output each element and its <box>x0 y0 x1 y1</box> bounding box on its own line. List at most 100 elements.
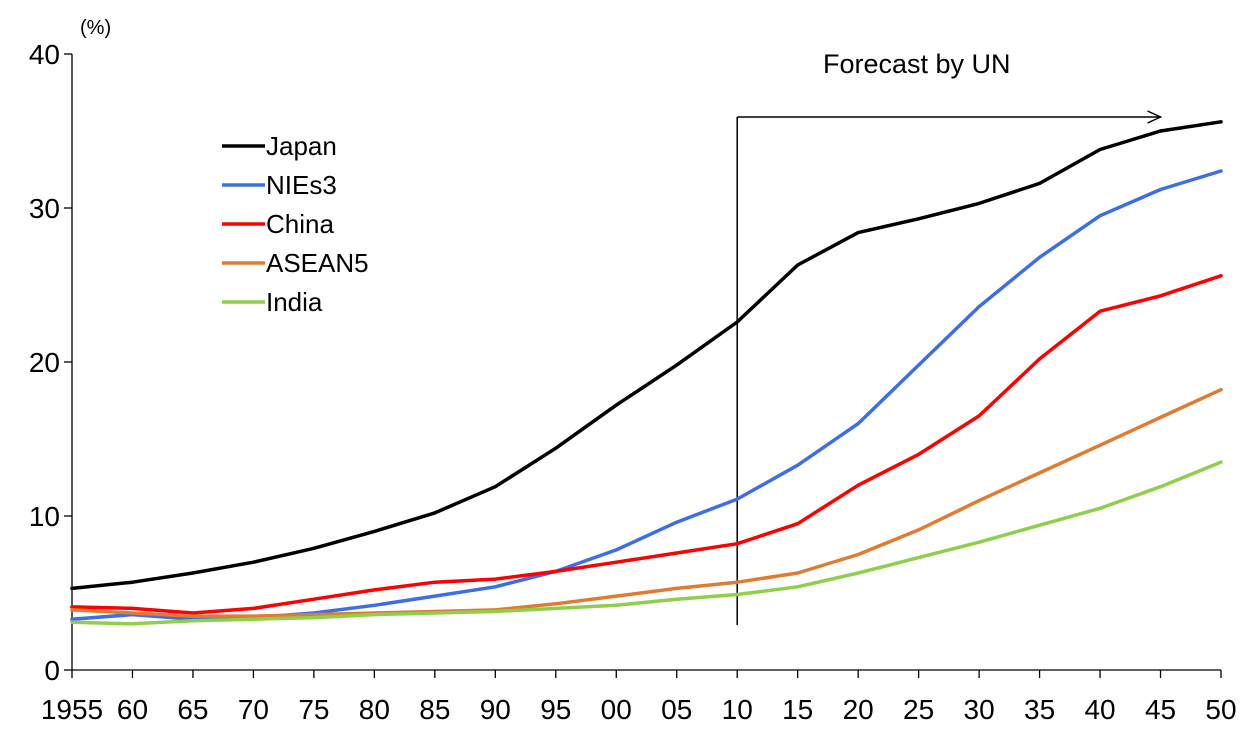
data-point-china <box>977 414 981 418</box>
data-point-japan <box>493 485 497 489</box>
data-point-china <box>1158 294 1163 298</box>
x-tick-label: 1955 <box>41 694 103 725</box>
data-point-china <box>191 611 195 615</box>
data-point-china <box>70 605 74 609</box>
data-point-china <box>130 606 135 611</box>
data-point-asean5 <box>1038 471 1042 475</box>
data-point-asean5 <box>796 571 800 575</box>
x-tick-label: 60 <box>117 694 148 725</box>
x-tick-label: 30 <box>964 694 995 725</box>
data-point-asean5 <box>251 614 255 618</box>
data-point-japan <box>251 560 255 564</box>
data-point-china <box>372 588 376 592</box>
data-point-india <box>554 606 558 611</box>
series-line-asean5 <box>70 387 1223 618</box>
data-point-asean5 <box>675 586 679 591</box>
data-point-japan <box>796 263 800 267</box>
data-point-nies3 <box>1098 214 1102 218</box>
data-point-asean5 <box>130 611 135 615</box>
data-point-nies3 <box>917 363 921 367</box>
data-point-asean5 <box>191 614 195 618</box>
x-tick-label: 05 <box>661 694 692 725</box>
x-tick-label: 90 <box>480 694 511 725</box>
data-point-asean5 <box>1219 388 1223 392</box>
y-tick-label: 20 <box>29 347 60 378</box>
data-point-nies3 <box>433 594 437 598</box>
data-point-japan <box>856 231 860 235</box>
data-point-japan <box>1038 181 1042 185</box>
data-point-india <box>70 620 74 624</box>
data-point-japan <box>735 320 739 324</box>
x-tick-label: 75 <box>298 694 329 725</box>
series-line-japan <box>70 120 1223 591</box>
y-tick-label: 40 <box>29 39 60 70</box>
data-point-asean5 <box>977 499 981 503</box>
data-point-india <box>796 585 800 589</box>
data-point-nies3 <box>977 305 981 309</box>
data-point-nies3 <box>614 548 618 552</box>
legend-label-nies3: NIEs3 <box>266 170 337 200</box>
data-point-india <box>977 540 981 544</box>
data-point-nies3 <box>1158 187 1163 192</box>
data-point-nies3 <box>1038 255 1042 259</box>
data-point-asean5 <box>735 580 739 584</box>
data-point-india <box>856 571 860 575</box>
data-point-japan <box>554 446 558 450</box>
data-point-japan <box>614 403 618 407</box>
x-tick-label: 00 <box>601 694 632 725</box>
data-point-india <box>191 619 195 623</box>
data-point-china <box>1098 309 1102 313</box>
forecast-annotation-label: Forecast by UN <box>823 49 1011 79</box>
data-point-india <box>614 603 618 607</box>
data-point-asean5 <box>614 594 618 598</box>
data-point-china <box>675 551 679 555</box>
data-point-japan <box>1098 147 1102 152</box>
data-point-japan <box>191 571 195 575</box>
y-tick-label: 30 <box>29 193 60 224</box>
x-tick-label: 70 <box>238 694 269 725</box>
data-point-nies3 <box>675 520 679 524</box>
x-tick-label: 35 <box>1024 694 1055 725</box>
data-point-india <box>1038 523 1042 527</box>
data-point-china <box>312 597 316 601</box>
data-point-india <box>1219 460 1223 464</box>
data-point-india <box>1158 485 1163 489</box>
data-point-asean5 <box>917 528 921 532</box>
y-tick-label: 10 <box>29 501 60 532</box>
data-point-asean5 <box>554 602 558 606</box>
data-point-japan <box>917 217 921 221</box>
legend-label-asean5: ASEAN5 <box>266 248 369 278</box>
data-point-india <box>251 617 255 621</box>
data-point-asean5 <box>1098 443 1102 447</box>
data-point-india <box>130 622 135 626</box>
data-point-asean5 <box>1158 415 1163 419</box>
x-tick-label: 45 <box>1145 694 1176 725</box>
data-point-japan <box>372 529 376 534</box>
data-point-asean5 <box>312 613 316 617</box>
data-point-nies3 <box>735 497 739 501</box>
x-tick-label: 25 <box>903 694 934 725</box>
data-point-asean5 <box>856 552 860 557</box>
data-point-india <box>493 609 497 614</box>
data-point-china <box>1219 274 1223 278</box>
y-unit-label: (%) <box>80 17 111 39</box>
data-point-nies3 <box>493 585 497 589</box>
data-point-china <box>735 542 739 546</box>
series-line-china <box>70 274 1223 615</box>
data-point-japan <box>312 546 316 550</box>
x-tick-label: 85 <box>419 694 450 725</box>
data-point-china <box>554 569 558 574</box>
x-tick-label: 10 <box>722 694 753 725</box>
data-point-india <box>372 613 376 617</box>
data-point-india <box>917 556 921 560</box>
x-tick-label: 65 <box>177 694 208 725</box>
x-tick-label: 40 <box>1084 694 1115 725</box>
data-point-asean5 <box>70 608 74 612</box>
x-tick-label: 50 <box>1205 694 1236 725</box>
data-point-china <box>856 483 860 487</box>
data-point-nies3 <box>70 617 74 621</box>
data-point-nies3 <box>856 422 860 426</box>
data-point-china <box>1038 357 1042 361</box>
